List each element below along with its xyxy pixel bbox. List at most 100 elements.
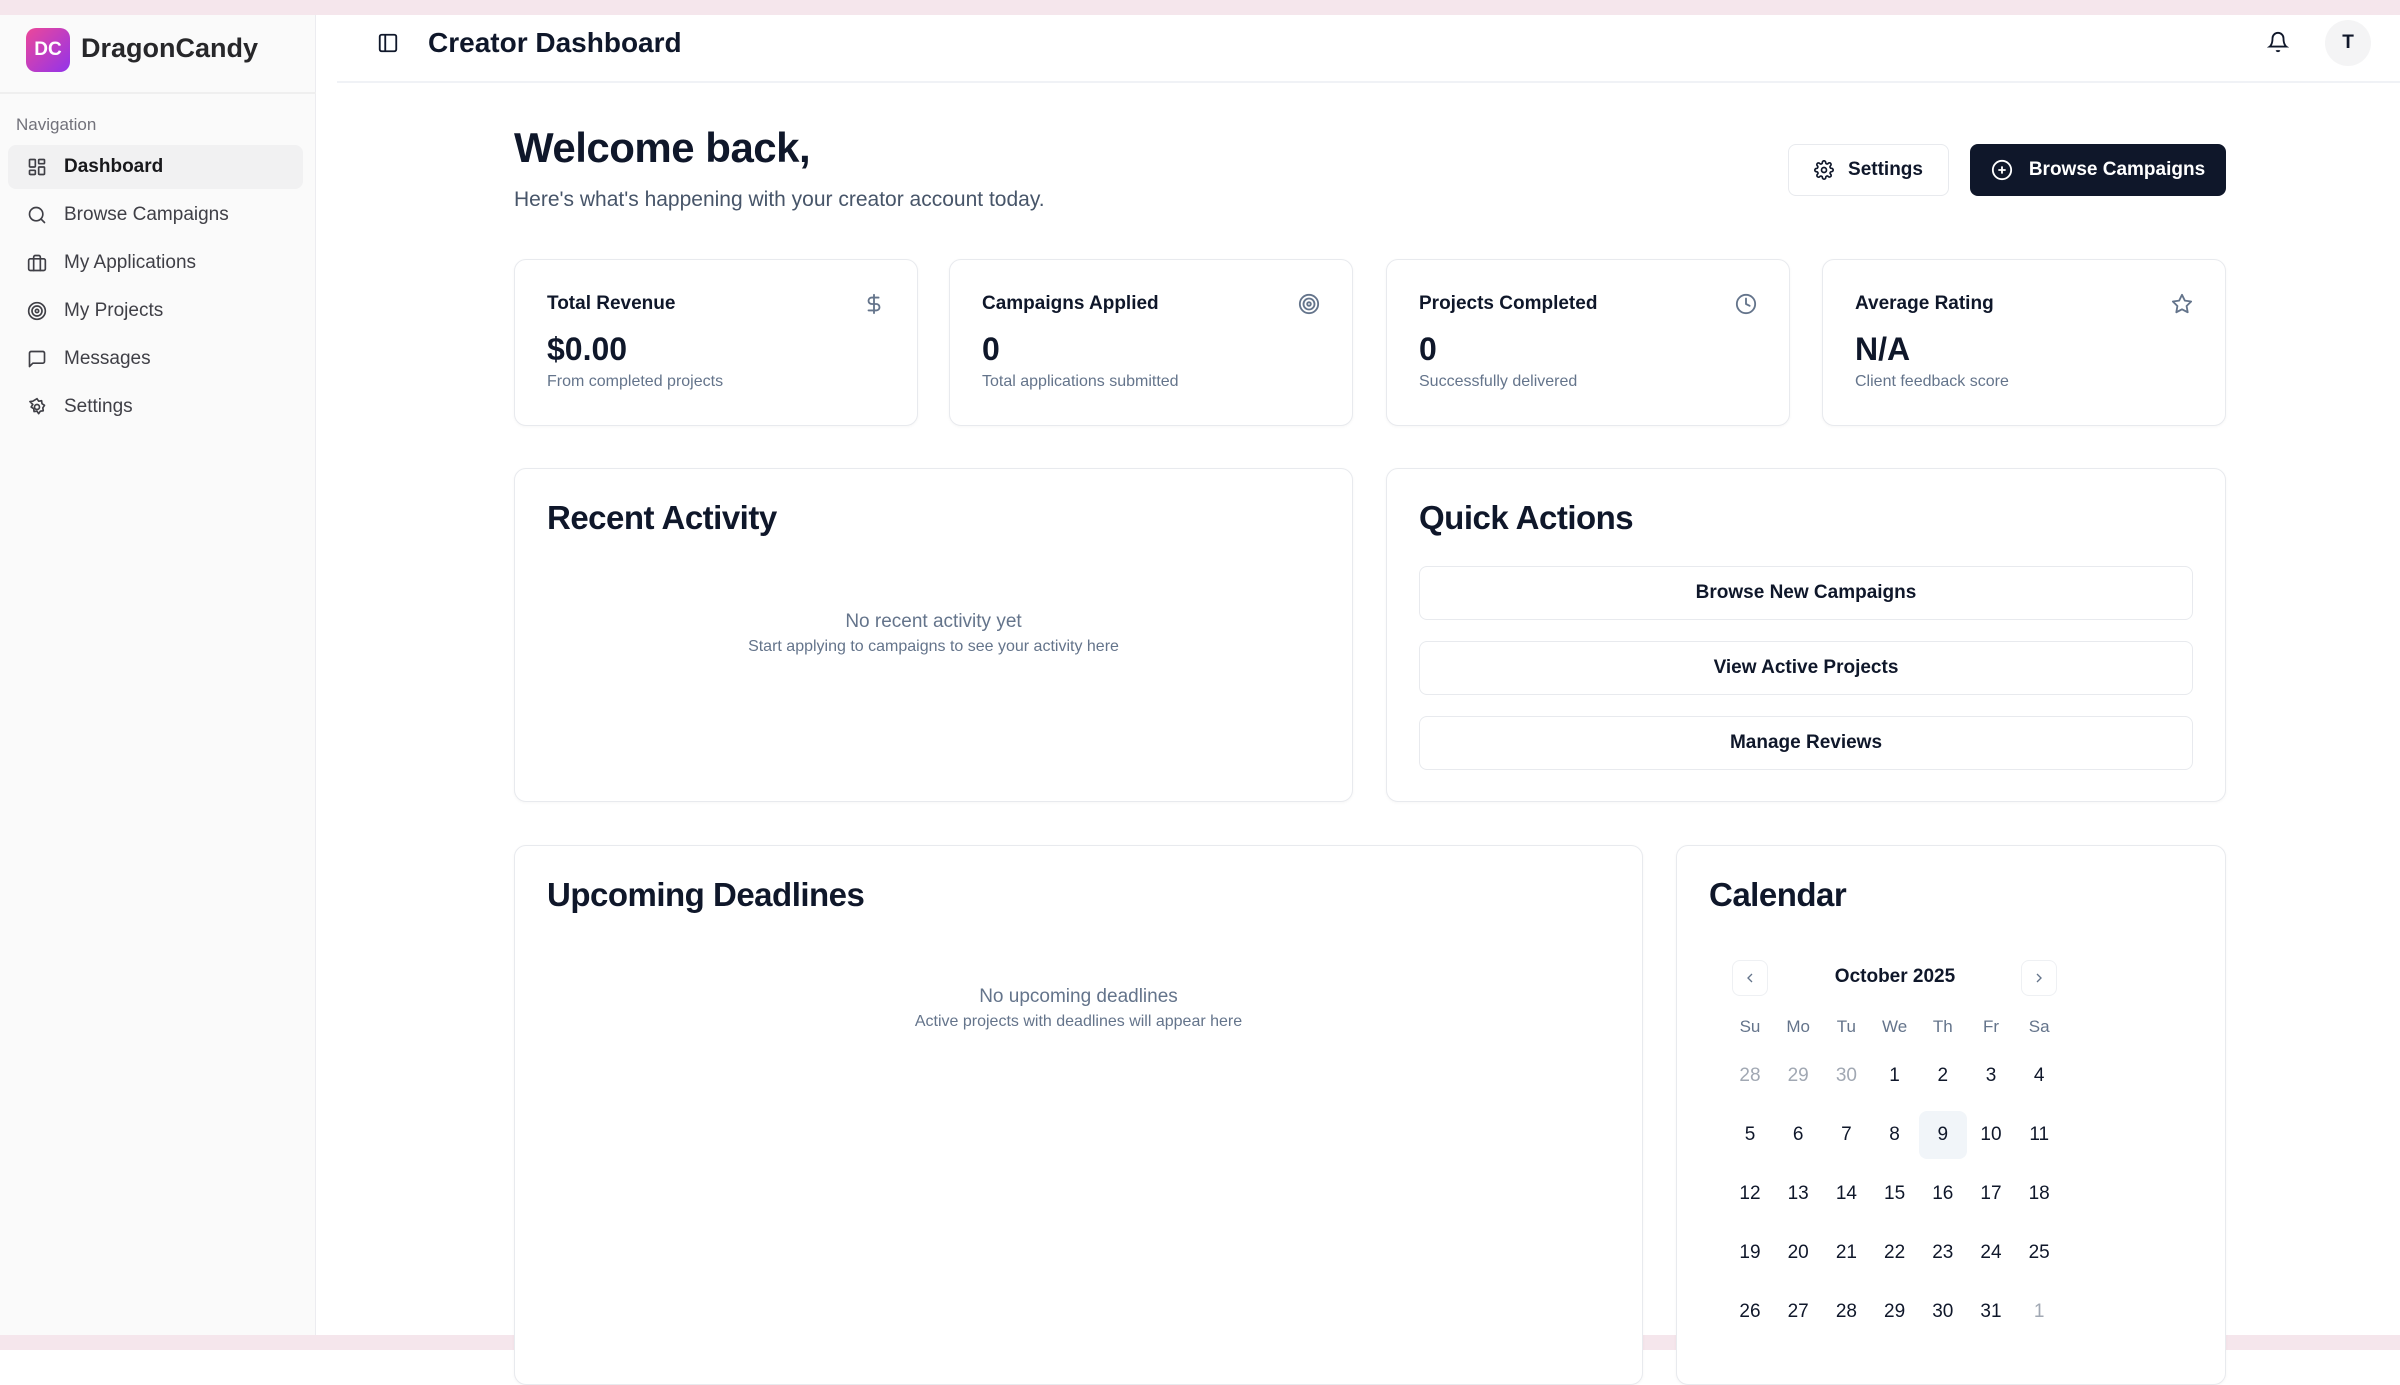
stat-card-average-rating: Average Rating N/A Client feedback score	[1822, 259, 2226, 426]
brand-logo[interactable]: DC	[26, 28, 70, 72]
sidebar: DC DragonCandy Navigation Dashboard Brows…	[0, 15, 316, 1335]
calendar-weekday: We	[1881, 1017, 1908, 1036]
sidebar-divider	[0, 92, 316, 94]
sidebar-item-messages[interactable]: Messages	[8, 337, 303, 381]
calendar-day[interactable]: 12	[1739, 1183, 1761, 1204]
target-icon	[1298, 293, 1320, 315]
browse-new-campaigns-button[interactable]: Browse New Campaigns	[1419, 566, 2193, 620]
calendar-day[interactable]: 28	[1835, 1301, 1857, 1322]
chevron-right-icon	[2036, 973, 2042, 983]
settings-button[interactable]: Settings	[1788, 144, 1949, 196]
stat-card-campaigns-applied: Campaigns Applied 0 Total applications s…	[949, 259, 1353, 426]
stat-title: Projects Completed	[1419, 293, 1598, 314]
calendar-day[interactable]: 2	[1937, 1065, 1949, 1086]
calendar-day[interactable]: 28	[1739, 1065, 1761, 1086]
avatar[interactable]: T	[2325, 20, 2371, 66]
sidebar-item-settings[interactable]: Settings	[8, 385, 303, 429]
stat-value: 0	[1419, 331, 1437, 367]
calendar-day[interactable]: 1	[1889, 1065, 1900, 1086]
recent-activity-card: Recent Activity No recent activity yet S…	[514, 468, 1353, 802]
welcome-subtitle: Here's what's happening with your creato…	[514, 188, 1045, 211]
calendar-weekday: Su	[1739, 1017, 1761, 1036]
calendar-day[interactable]: 21	[1835, 1242, 1857, 1263]
calendar-weekday: Fr	[1982, 1017, 2000, 1036]
recent-empty-subtitle: Start applying to campaigns to see your …	[748, 638, 1119, 655]
calendar-title: Calendar	[1709, 876, 1847, 913]
top-frame-bar	[0, 0, 2400, 15]
recent-empty-title: No recent activity yet	[845, 611, 1022, 632]
stat-value: 0	[982, 331, 1000, 367]
calendar-day[interactable]: 13	[1787, 1183, 1809, 1204]
settings-button-label: Settings	[1848, 159, 1923, 180]
sidebar-toggle-icon[interactable]	[377, 32, 399, 54]
sidebar-item-my-projects[interactable]: My Projects	[8, 289, 303, 333]
calendar-weekday: Mo	[1786, 1017, 1810, 1036]
sidebar-item-label: Messages	[64, 348, 151, 369]
calendar-day[interactable]: 23	[1932, 1242, 1954, 1263]
calendar-day[interactable]: 5	[1744, 1124, 1756, 1145]
brand-name[interactable]: DragonCandy	[81, 33, 259, 63]
sidebar-item-browse-campaigns[interactable]: Browse Campaigns	[8, 193, 303, 237]
calendar-day[interactable]: 26	[1739, 1301, 1761, 1322]
plus-circle-icon	[1991, 159, 2012, 181]
stat-card-total-revenue: Total Revenue $0.00 From completed proje…	[514, 259, 918, 426]
calendar-next-button[interactable]	[2021, 960, 2057, 996]
stat-value: $0.00	[547, 331, 628, 367]
chevron-left-icon	[1747, 973, 1753, 983]
welcome-title: Welcome back,	[514, 124, 811, 171]
calendar-day[interactable]: 24	[1980, 1242, 2002, 1263]
calendar-day[interactable]: 30	[1835, 1065, 1857, 1086]
calendar-day[interactable]: 10	[1980, 1124, 2002, 1145]
stat-title: Total Revenue	[547, 293, 676, 314]
bell-icon[interactable]	[2266, 31, 2290, 58]
calendar-day[interactable]: 29	[1787, 1065, 1809, 1086]
sidebar-item-dashboard[interactable]: Dashboard	[8, 145, 303, 189]
upcoming-deadlines-title: Upcoming Deadlines	[547, 876, 865, 913]
calendar-month-label: October 2025	[1834, 966, 1956, 987]
calendar-day[interactable]: 31	[1980, 1301, 2002, 1322]
calendar-day[interactable]: 6	[1792, 1124, 1804, 1145]
calendar-day-today[interactable]: 9	[1918, 1111, 1967, 1159]
stat-card-projects-completed: Projects Completed 0 Successfully delive…	[1386, 259, 1790, 426]
stat-title: Campaigns Applied	[982, 293, 1159, 314]
recent-activity-title: Recent Activity	[547, 499, 777, 536]
calendar-day[interactable]: 18	[2028, 1183, 2050, 1204]
quick-actions-title: Quick Actions	[1419, 499, 1634, 536]
calendar-day[interactable]: 4	[2033, 1065, 2045, 1086]
calendar-day[interactable]: 17	[1980, 1183, 2002, 1204]
gear-icon	[8, 397, 64, 417]
star-icon	[2171, 293, 2193, 315]
deadlines-empty-title: No upcoming deadlines	[979, 986, 1178, 1007]
calendar-day[interactable]: 16	[1932, 1183, 1954, 1204]
calendar-day[interactable]: 11	[2029, 1124, 2050, 1145]
nav-section-label: Navigation	[16, 115, 97, 134]
calendar-day[interactable]: 7	[1841, 1124, 1852, 1145]
stat-subtitle: Successfully delivered	[1419, 373, 1578, 390]
calendar-day[interactable]: 8	[1889, 1124, 1900, 1145]
manage-reviews-button[interactable]: Manage Reviews	[1419, 716, 2193, 770]
stat-value: N/A	[1855, 331, 1911, 367]
calendar-day[interactable]: 22	[1884, 1242, 1906, 1263]
header-divider	[337, 81, 2400, 83]
calendar-day[interactable]: 29	[1884, 1301, 1906, 1322]
calendar-prev-button[interactable]	[1732, 960, 1768, 996]
calendar-day[interactable]: 27	[1787, 1301, 1809, 1322]
calendar-day[interactable]: 1	[2033, 1301, 2045, 1322]
calendar-day[interactable]: 14	[1835, 1183, 1857, 1204]
browse-campaigns-button[interactable]: Browse Campaigns	[1970, 144, 2226, 196]
sidebar-item-my-applications[interactable]: My Applications	[8, 241, 303, 285]
calendar-day[interactable]: 19	[1739, 1242, 1761, 1263]
calendar-day[interactable]: 20	[1787, 1242, 1809, 1263]
calendar-day[interactable]: 3	[1985, 1065, 1997, 1086]
calendar-weekday: Tu	[1836, 1017, 1856, 1036]
search-icon	[8, 205, 64, 225]
quick-actions-card: Quick Actions Browse New Campaigns View …	[1386, 468, 2226, 802]
calendar-day[interactable]: 25	[2028, 1242, 2050, 1263]
view-active-projects-button[interactable]: View Active Projects	[1419, 641, 2193, 695]
stat-title: Average Rating	[1855, 293, 1994, 314]
layout-grid-icon	[8, 157, 64, 177]
calendar-day[interactable]: 15	[1884, 1183, 1906, 1204]
calendar-day[interactable]: 30	[1932, 1301, 1954, 1322]
browse-campaigns-label: Browse Campaigns	[2028, 159, 2206, 180]
gear-icon	[1814, 160, 1834, 180]
